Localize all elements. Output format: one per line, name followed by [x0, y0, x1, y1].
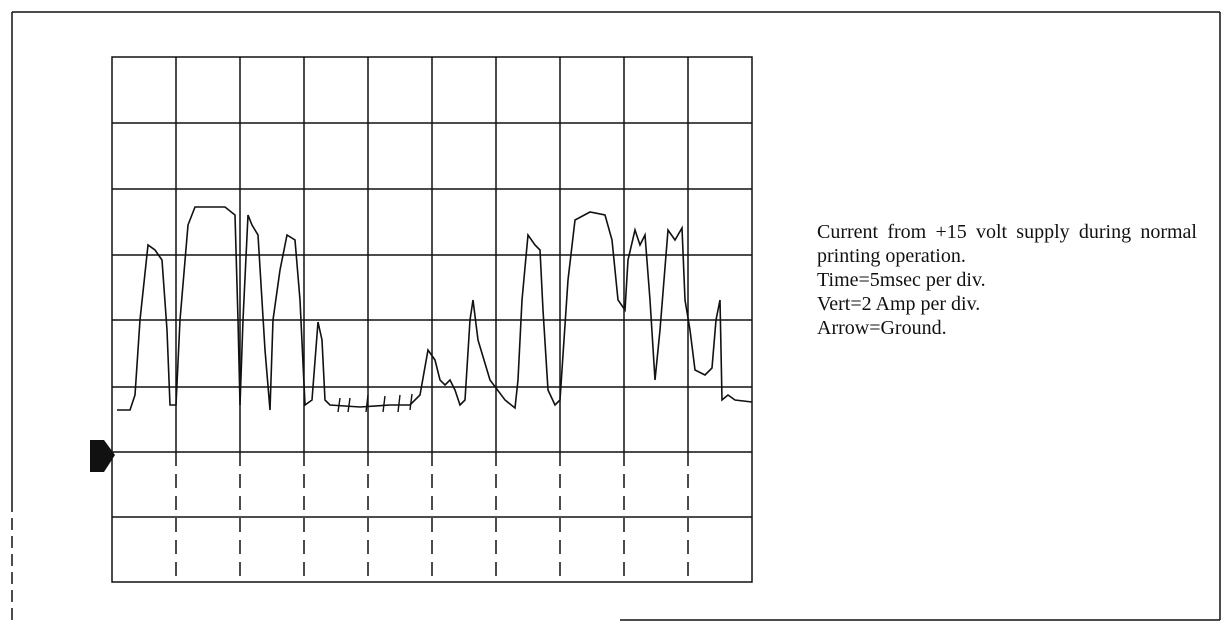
note: Time=5msec per div.: [817, 268, 1197, 292]
waveform: [117, 207, 752, 410]
note: Arrow=Ground.: [817, 316, 1197, 340]
caption-block: Current from +15 volt supply during norm…: [817, 220, 1197, 340]
caption: Current from +15 volt supply during norm…: [817, 220, 1197, 268]
page: Current from +15 volt supply during norm…: [0, 0, 1225, 628]
trace-ticks: [338, 394, 412, 412]
note: Vert=2 Amp per div.: [817, 292, 1197, 316]
scope-grid: [112, 57, 752, 582]
